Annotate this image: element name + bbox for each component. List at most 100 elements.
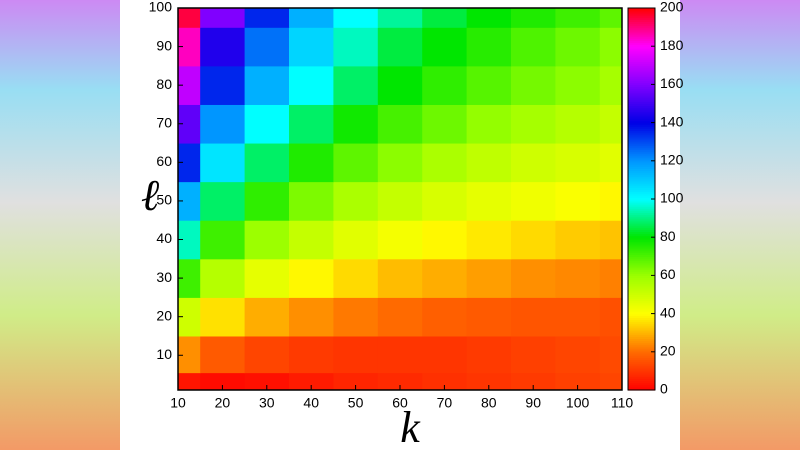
contour-cell: [333, 297, 379, 337]
colorbar-swatch: [628, 183, 655, 187]
y-tick-label: 60: [156, 153, 172, 169]
colorbar-swatch: [628, 244, 655, 248]
contour-cell: [466, 27, 512, 67]
colorbar-swatch: [628, 336, 655, 340]
colorbar-swatch: [628, 99, 655, 103]
colorbar-swatch: [628, 223, 655, 227]
contour-cell: [377, 104, 423, 144]
colorbar-swatch: [628, 296, 655, 299]
colorbar-swatch: [628, 229, 655, 233]
colorbar-swatch: [628, 273, 655, 276]
colorbar-swatch: [628, 216, 655, 219]
x-tick-label: 10: [170, 395, 186, 411]
colorbar-swatch: [628, 284, 655, 288]
colorbar-swatch: [628, 370, 655, 374]
contour-cell: [511, 65, 556, 105]
contour-cell: [244, 372, 290, 390]
contour-cell: [555, 65, 601, 105]
colorbar-swatch: [628, 120, 655, 124]
colorbar-swatch: [628, 269, 655, 273]
contour-cell: [178, 258, 201, 298]
contour-cell: [333, 220, 379, 260]
contour-cell: [178, 8, 201, 28]
x-tick-label: 70: [437, 395, 453, 411]
contour-cell: [466, 181, 512, 221]
contour-cell: [178, 65, 201, 105]
colorbar-swatch: [628, 252, 655, 255]
colorbar-swatch: [628, 65, 655, 68]
contour-cell: [333, 258, 379, 298]
contour-cell: [555, 181, 601, 221]
colorbar-swatch: [628, 44, 655, 47]
contour-cell: [333, 335, 379, 374]
colorbar-swatch: [628, 326, 655, 330]
colorbar-swatch: [628, 304, 655, 307]
colorbar-swatch: [628, 113, 655, 116]
contour-cell: [333, 8, 379, 28]
colorbar-swatch: [628, 376, 655, 380]
colorbar-swatch: [628, 162, 655, 166]
contour-cell: [178, 143, 201, 183]
colorbar-swatch: [628, 241, 655, 244]
colorbar-swatch: [628, 170, 655, 173]
colorbar-swatch: [628, 61, 655, 64]
colorbar-swatch: [628, 197, 655, 200]
colorbar-swatch: [628, 260, 655, 263]
colorbar-swatch: [628, 388, 655, 391]
colorbar-swatch: [628, 97, 655, 101]
contour-cell: [200, 335, 246, 374]
contour-cell: [333, 27, 379, 67]
contour-cell: [466, 104, 512, 144]
y-tick-label: 10: [156, 346, 172, 362]
contour-cell: [244, 258, 290, 298]
contour-cell: [289, 8, 334, 28]
colorbar-swatch: [628, 101, 655, 105]
contour-cell: [333, 104, 379, 144]
colorbar-swatch: [628, 367, 655, 370]
colorbar-swatch: [628, 57, 655, 61]
contour-cell: [289, 297, 334, 337]
colorbar-swatch: [628, 145, 655, 149]
contour-cell: [466, 220, 512, 260]
colorbar-swatch: [628, 59, 655, 63]
contour-cell: [511, 181, 556, 221]
contour-cell: [289, 65, 334, 105]
contour-cell: [511, 297, 556, 337]
side-blur: [680, 0, 800, 450]
colorbar-swatch: [628, 330, 655, 334]
colorbar-swatch: [628, 48, 655, 51]
contour-cell: [466, 65, 512, 105]
contour-cell: [200, 27, 246, 67]
contour-field: [178, 8, 622, 390]
colorbar-swatch: [628, 195, 655, 198]
contour-cell: [422, 65, 468, 105]
contour-cell: [599, 181, 622, 221]
colorbar-swatch: [628, 128, 655, 131]
colorbar-swatch: [628, 80, 655, 84]
colorbar-swatch: [628, 338, 655, 341]
colorbar-swatch: [628, 27, 655, 30]
colorbar-swatch: [628, 290, 655, 294]
contour-cell: [200, 220, 246, 260]
colorbar-tick-label: 100: [660, 190, 684, 206]
colorbar-swatch: [628, 267, 655, 271]
contour-cell: [555, 258, 601, 298]
colorbar-swatch: [628, 107, 655, 110]
colorbar-swatch: [628, 279, 655, 282]
contour-cell: [511, 8, 556, 28]
colorbar-swatch: [628, 19, 655, 22]
colorbar-swatch: [628, 141, 655, 145]
colorbar-swatch: [628, 212, 655, 215]
colorbar-swatch: [628, 74, 655, 78]
contour-cell: [511, 258, 556, 298]
colorbar-swatch: [628, 177, 655, 181]
colorbar-swatch: [628, 55, 655, 59]
contour-cell: [289, 27, 334, 67]
colorbar-swatch: [628, 15, 655, 19]
contour-cell: [555, 8, 601, 28]
colorbar-swatch: [628, 151, 655, 154]
contour-cell: [289, 143, 334, 183]
colorbar-swatch: [628, 69, 655, 72]
colorbar-swatch: [628, 231, 655, 234]
